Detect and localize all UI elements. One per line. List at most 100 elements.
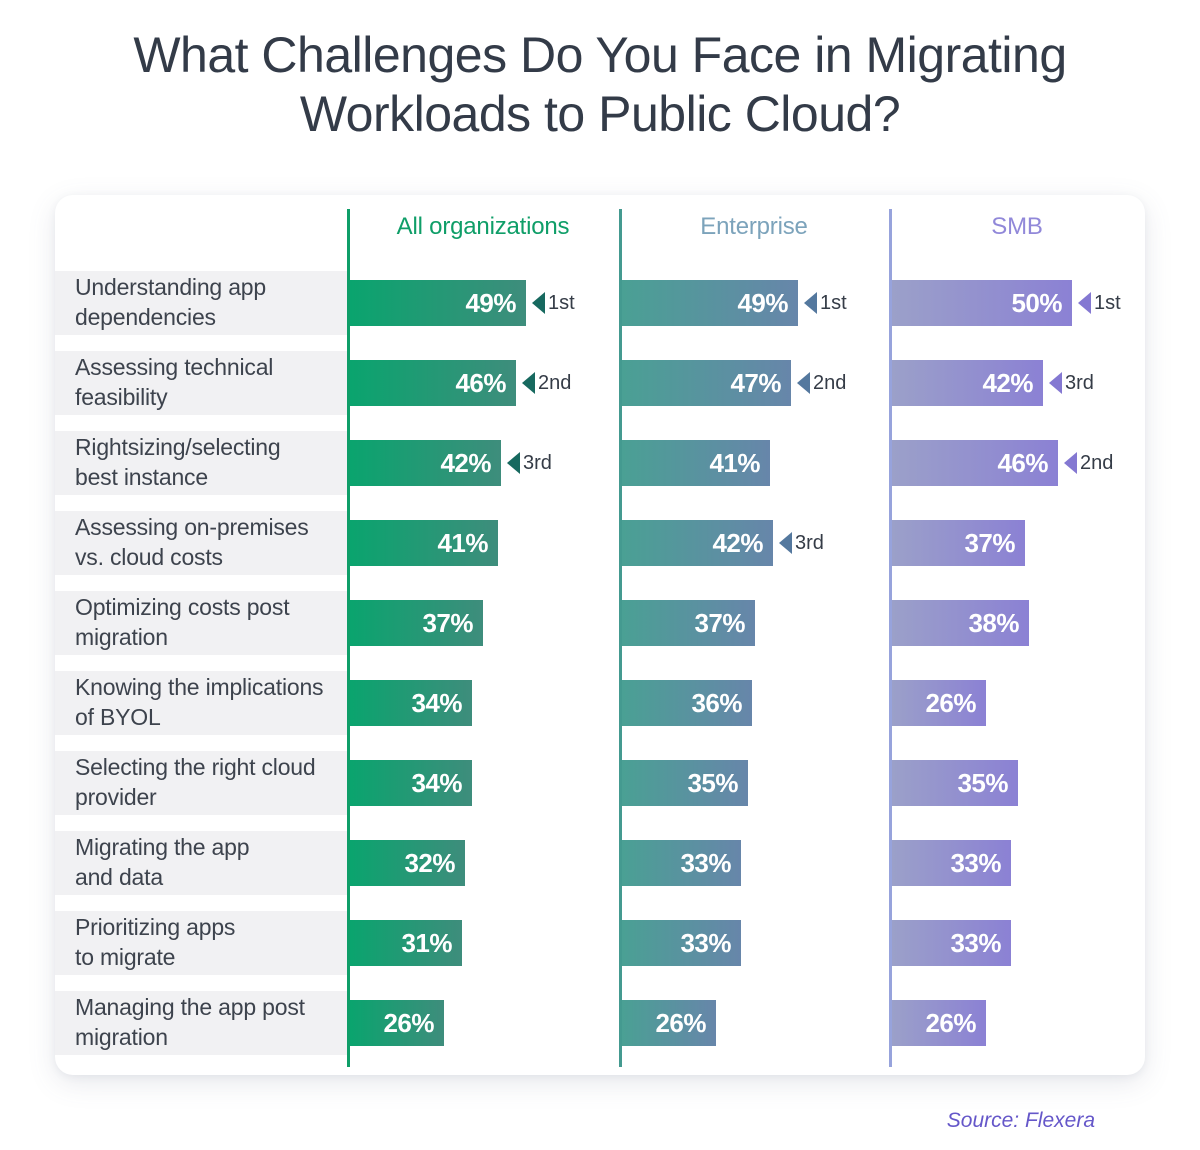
bar-cell: 33% bbox=[889, 831, 1145, 895]
axis-line-smb bbox=[889, 209, 892, 1067]
bar-cell: 35% bbox=[619, 751, 889, 815]
bar-cell: 34% bbox=[347, 671, 619, 735]
rank-marker: 3rd bbox=[779, 532, 824, 555]
category-label: Knowing the implications of BYOL bbox=[55, 671, 347, 735]
bar-value-label: 33% bbox=[680, 927, 731, 958]
bar-cell: 42% 3rd bbox=[619, 511, 889, 575]
bar-value-label: 46% bbox=[455, 367, 506, 398]
bar-cell: 46% 2nd bbox=[889, 431, 1145, 495]
bar: 37% bbox=[350, 600, 483, 646]
rank-marker: 2nd bbox=[1064, 452, 1113, 475]
bar: 34% bbox=[350, 760, 472, 806]
bar-value-label: 42% bbox=[440, 447, 491, 478]
rank-arrow-icon bbox=[532, 292, 545, 314]
bar: 42% bbox=[350, 440, 501, 486]
axis-line-all-organizations bbox=[347, 209, 350, 1067]
category-label: Selecting the right cloud provider bbox=[55, 751, 347, 815]
bar-cell: 38% bbox=[889, 591, 1145, 655]
bar: 26% bbox=[892, 1000, 986, 1046]
rank-arrow-icon bbox=[1049, 372, 1062, 394]
source-attribution: Source: Flexera bbox=[946, 1109, 1095, 1132]
bar: 42% bbox=[622, 520, 773, 566]
bar-cell: 47% 2nd bbox=[619, 351, 889, 415]
rank-arrow-icon bbox=[522, 372, 535, 394]
bar: 46% bbox=[350, 360, 516, 406]
chart-row: Knowing the implications of BYOL 34% 36% 26… bbox=[55, 671, 1145, 735]
rank-label: 1st bbox=[1094, 291, 1121, 314]
bar-value-label: 26% bbox=[383, 1007, 434, 1038]
rank-label: 3rd bbox=[1065, 371, 1094, 394]
bar-value-label: 49% bbox=[465, 287, 516, 318]
bar: 36% bbox=[622, 680, 752, 726]
chart-row: Understanding app dependencies 49% 1st 49% 1… bbox=[55, 271, 1145, 335]
rank-arrow-icon bbox=[1078, 292, 1091, 314]
bar-cell: 33% bbox=[619, 911, 889, 975]
bar: 49% bbox=[622, 280, 798, 326]
bar: 49% bbox=[350, 280, 526, 326]
bar-cell: 42% 3rd bbox=[347, 431, 619, 495]
bar-value-label: 37% bbox=[422, 607, 473, 638]
category-label: Assessing on-premises vs. cloud costs bbox=[55, 511, 347, 575]
bar-cell: 49% 1st bbox=[347, 271, 619, 335]
bar-cell: 37% bbox=[347, 591, 619, 655]
bar-cell: 31% bbox=[347, 911, 619, 975]
bar-value-label: 41% bbox=[709, 447, 760, 478]
rank-arrow-icon bbox=[507, 452, 520, 474]
chart-row: Optimizing costs post migration 37% 37% 38% bbox=[55, 591, 1145, 655]
bar-value-label: 26% bbox=[655, 1007, 706, 1038]
rank-marker: 3rd bbox=[507, 452, 552, 475]
bar: 37% bbox=[892, 520, 1025, 566]
bar-cell: 46% 2nd bbox=[347, 351, 619, 415]
bar-value-label: 41% bbox=[437, 527, 488, 558]
rank-label: 2nd bbox=[1080, 451, 1114, 474]
bar: 35% bbox=[622, 760, 748, 806]
rank-arrow-icon bbox=[804, 292, 817, 314]
bar-value-label: 37% bbox=[694, 607, 745, 638]
bar: 37% bbox=[622, 600, 755, 646]
column-header-enterprise: Enterprise bbox=[700, 213, 808, 240]
category-label: Rightsizing/selecting best instance bbox=[55, 431, 347, 495]
bar: 38% bbox=[892, 600, 1029, 646]
bar: 42% bbox=[892, 360, 1043, 406]
chart-row: Migrating the app and data 32% 33% 33% bbox=[55, 831, 1145, 895]
bar-value-label: 32% bbox=[404, 847, 455, 878]
row-label-column-spacer bbox=[55, 195, 347, 271]
rank-marker: 2nd bbox=[797, 372, 846, 395]
bar-value-label: 35% bbox=[957, 767, 1008, 798]
bar: 46% bbox=[892, 440, 1058, 486]
rank-label: 2nd bbox=[538, 371, 572, 394]
bar-cell: 41% bbox=[619, 431, 889, 495]
chart-title: What Challenges Do You Face in Migrating… bbox=[133, 27, 1067, 142]
bar: 34% bbox=[350, 680, 472, 726]
bar-value-label: 38% bbox=[968, 607, 1019, 638]
bar-cell: 37% bbox=[889, 511, 1145, 575]
bar: 31% bbox=[350, 920, 462, 966]
bar-value-label: 49% bbox=[737, 287, 788, 318]
chart-row: Prioritizing apps to migrate 31% 33% 33% bbox=[55, 911, 1145, 975]
category-label: Optimizing costs post migration bbox=[55, 591, 347, 655]
bar: 41% bbox=[622, 440, 770, 486]
chart-row: Assessing technical feasibility 46% 2nd 47%… bbox=[55, 351, 1145, 415]
bar-value-label: 31% bbox=[401, 927, 452, 958]
bar-value-label: 42% bbox=[712, 527, 763, 558]
chart-row: Managing the app post migration 26% 26% 26% bbox=[55, 991, 1145, 1055]
bar: 33% bbox=[892, 840, 1011, 886]
rank-marker: 2nd bbox=[522, 372, 571, 395]
bar-value-label: 37% bbox=[964, 527, 1015, 558]
bar: 33% bbox=[622, 920, 741, 966]
bar-value-label: 33% bbox=[680, 847, 731, 878]
bar-cell: 33% bbox=[889, 911, 1145, 975]
bar-cell: 41% bbox=[347, 511, 619, 575]
category-label: Assessing technical feasibility bbox=[55, 351, 347, 415]
rank-arrow-icon bbox=[1064, 452, 1077, 474]
category-label: Migrating the app and data bbox=[55, 831, 347, 895]
rank-marker: 1st bbox=[532, 292, 575, 315]
bar-value-label: 42% bbox=[982, 367, 1033, 398]
category-label: Understanding app dependencies bbox=[55, 271, 347, 335]
bar-cell: 32% bbox=[347, 831, 619, 895]
rank-marker: 3rd bbox=[1049, 372, 1094, 395]
axis-line-enterprise bbox=[619, 209, 622, 1067]
column-header-smb: SMB bbox=[991, 213, 1043, 240]
bar-value-label: 35% bbox=[687, 767, 738, 798]
